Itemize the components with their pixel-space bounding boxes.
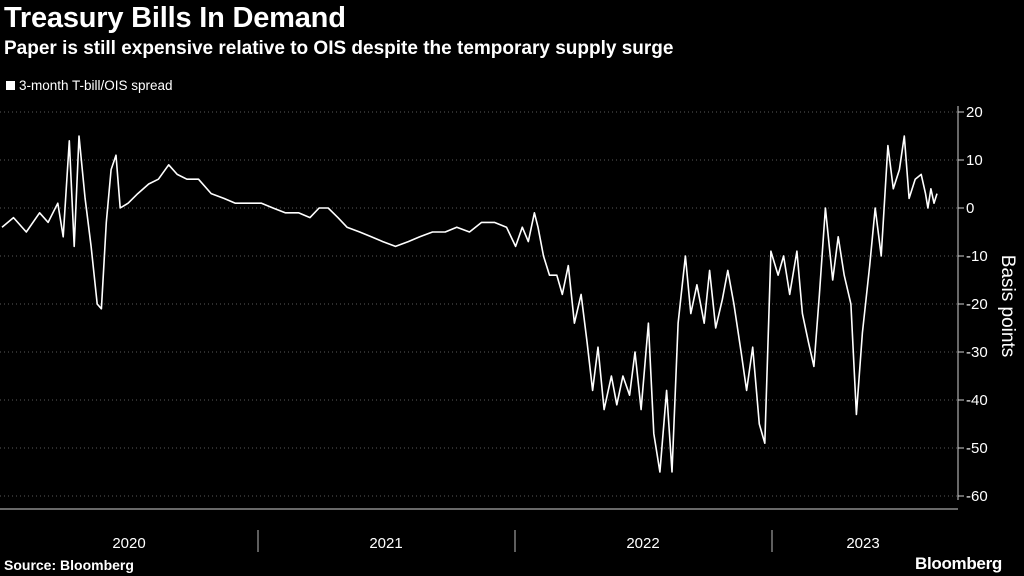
- x-tick-label: 2023: [846, 535, 879, 552]
- y-tick-label: -40: [966, 392, 988, 409]
- x-tick-label: 2020: [112, 535, 145, 552]
- y-tick-label: -30: [966, 344, 988, 361]
- y-tick-label: 10: [966, 152, 983, 169]
- y-axis-label: Basis points: [997, 255, 1018, 357]
- bloomberg-logo: Bloomberg: [914, 554, 1002, 573]
- series-line-tbill-ois-spread: [1, 135, 938, 473]
- y-tick-label: 20: [966, 104, 983, 121]
- y-tick-label: 0: [966, 200, 974, 217]
- legend-swatch: [6, 81, 15, 90]
- y-tick-label: -20: [966, 296, 988, 313]
- gridlines: [0, 111, 958, 497]
- legend: 3-month T-bill/OIS spread: [6, 78, 173, 93]
- x-axis: 2020 2021 2022 2023: [0, 508, 958, 552]
- chart-title: Treasury Bills In Demand: [4, 2, 346, 34]
- y-axis: 20 10 0 -10 -20 -30 -40 -50 -60: [957, 104, 988, 505]
- source-note: Source: Bloomberg: [4, 557, 134, 573]
- chart-subtitle: Paper is still expensive relative to OIS…: [4, 38, 674, 59]
- x-tick-label: 2021: [369, 535, 402, 552]
- x-tick-label: 2022: [626, 535, 659, 552]
- y-tick-label: -10: [966, 248, 988, 265]
- y-tick-label: -60: [966, 488, 988, 505]
- legend-label: 3-month T-bill/OIS spread: [19, 78, 173, 93]
- y-tick-label: -50: [966, 440, 988, 457]
